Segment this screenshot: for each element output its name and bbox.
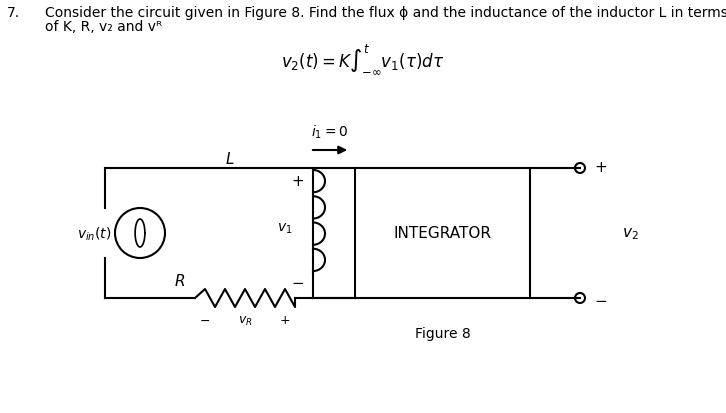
Text: $v_R$: $v_R$ bbox=[237, 314, 253, 327]
Bar bbox=[355, 169, 530, 298]
Text: +: + bbox=[280, 314, 290, 327]
Text: $v_2(t) = K\int_{-\infty}^{t} v_1(\tau)d\tau$: $v_2(t) = K\int_{-\infty}^{t} v_1(\tau)d… bbox=[282, 42, 444, 76]
Text: −: − bbox=[200, 314, 211, 327]
Text: −: − bbox=[594, 293, 607, 308]
Text: INTEGRATOR: INTEGRATOR bbox=[393, 226, 492, 241]
Text: L: L bbox=[226, 151, 234, 166]
Text: $i_1=0$: $i_1=0$ bbox=[311, 123, 348, 141]
Text: Figure 8: Figure 8 bbox=[415, 326, 470, 340]
Text: Consider the circuit given in Figure 8. Find the flux ϕ and the inductance of th: Consider the circuit given in Figure 8. … bbox=[45, 6, 726, 20]
Text: $v_2$: $v_2$ bbox=[621, 225, 638, 241]
Text: $v_1$: $v_1$ bbox=[277, 221, 293, 236]
Text: −: − bbox=[292, 276, 304, 291]
Text: of K, R, v₂ and vᴿ: of K, R, v₂ and vᴿ bbox=[45, 20, 162, 34]
Text: +: + bbox=[594, 159, 607, 174]
Text: $v_{in}(t)$: $v_{in}(t)$ bbox=[77, 225, 112, 242]
Text: R: R bbox=[175, 273, 185, 288]
Text: +: + bbox=[292, 173, 304, 188]
Text: 7.: 7. bbox=[7, 6, 20, 20]
